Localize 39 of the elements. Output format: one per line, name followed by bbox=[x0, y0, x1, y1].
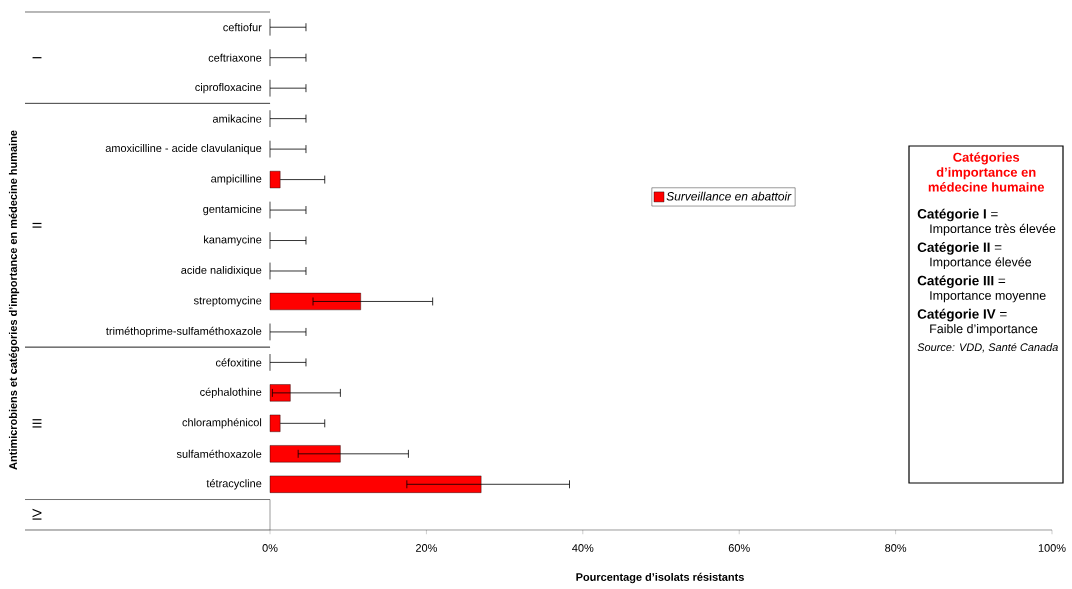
y-tick-label: tétracycline bbox=[206, 479, 262, 490]
x-tick-label: 80% bbox=[885, 544, 907, 552]
text: Catégories d’importance en médecine humaine bbox=[928, 152, 1045, 192]
y-tick-label: céfoxitine bbox=[215, 358, 262, 367]
y-tick-label: streptomycine bbox=[193, 296, 262, 307]
x-tick-label: 60% bbox=[728, 544, 750, 552]
annotation: Importance élevée bbox=[930, 257, 1032, 269]
band-label: III bbox=[32, 419, 42, 428]
x-tick-label: 0% bbox=[262, 544, 278, 552]
y-tick-label: ceftiofur bbox=[223, 23, 262, 32]
x-axis-title: Pourcentage d’isolats résistants bbox=[576, 572, 744, 584]
annotation: Catégorie I = bbox=[917, 208, 998, 222]
y-tick-label: triméthoprime-sulfaméthoxazole bbox=[106, 326, 262, 338]
y-tick-label: ceftriaxone bbox=[208, 53, 262, 62]
y-tick-label: ciprofloxacine bbox=[195, 83, 262, 94]
y-tick-label: kanamycine bbox=[204, 235, 262, 246]
annotation: Catégorie II = bbox=[917, 242, 1002, 255]
annotation: Catégorie III = bbox=[917, 275, 1006, 289]
x-tick-label: 100% bbox=[1038, 544, 1066, 552]
annotation: Catégorie IV = bbox=[917, 308, 1007, 322]
y-axis-title: Antimicrobiens et catégories d’importance en médecine humaine bbox=[8, 130, 20, 470]
x-tick-label: 20% bbox=[415, 544, 437, 552]
y-tick-label: acide nalidixique bbox=[181, 265, 262, 277]
x-tick-label: 40% bbox=[572, 544, 594, 552]
text: IV bbox=[32, 508, 42, 520]
band-label: I bbox=[32, 57, 42, 59]
y-tick-label: céphalothine bbox=[200, 387, 262, 399]
y-tick-label: ampicilline bbox=[211, 174, 262, 185]
annotation: Importance moyenne bbox=[930, 291, 1046, 303]
y-tick-label: amikacine bbox=[212, 114, 262, 123]
y-tick-label: gentamicine bbox=[203, 204, 262, 216]
y-tick-label: chloramphénicol bbox=[182, 418, 262, 429]
y-tick-label: sulfaméthoxazole bbox=[176, 449, 262, 458]
band-label: II bbox=[32, 222, 42, 228]
annotation: Source: VDD, Santé Canada bbox=[917, 342, 1058, 353]
annotation: Importance très élevée bbox=[930, 223, 1056, 236]
y-tick-label: amoxicilline - acide clavulanique bbox=[105, 144, 262, 155]
annotation: Faible d’importance bbox=[930, 324, 1038, 336]
legend-label: Surveillance en abattoir bbox=[666, 191, 792, 201]
